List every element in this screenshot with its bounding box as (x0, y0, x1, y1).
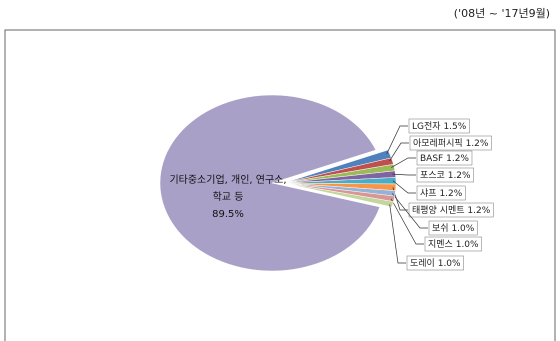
value-label: 1.0% (451, 224, 474, 234)
label-box (428, 220, 478, 236)
category-label: 도레이 (410, 258, 435, 269)
chart-frame (4, 29, 556, 341)
pie-slice (159, 94, 381, 272)
leader-line (391, 193, 428, 229)
slice-label: 포스코 1.2% (420, 170, 471, 181)
label-box (416, 167, 474, 183)
category-label: 기타중소기업, 개인, 연구소, 학교 등 (169, 175, 287, 203)
value-label: 1.0% (438, 259, 461, 269)
value-label: 1.2% (439, 189, 462, 199)
slice-label: 도레이 1.0% (410, 258, 461, 269)
leader-line (389, 204, 406, 264)
label-box (416, 150, 473, 166)
slice-label: 아모레퍼시픽 1.2% (413, 138, 489, 149)
leader-line (390, 198, 424, 245)
leader-line (386, 125, 408, 155)
value-label: 1.2% (466, 139, 489, 149)
leader-line (392, 180, 416, 194)
label-box (408, 118, 470, 134)
slice-label: 태평양 시멘트 1.2% (412, 205, 491, 216)
category-label: 지멘스 (428, 239, 453, 250)
label-box (408, 202, 494, 218)
slice-label: 보쉬 1.0% (432, 223, 475, 234)
value-label: 1.2% (448, 171, 471, 181)
category-label: 보쉬 (432, 223, 449, 234)
leader-line (392, 173, 416, 176)
label-box (406, 255, 464, 271)
category-label: LG전자 (412, 121, 441, 132)
leader-line (391, 157, 416, 168)
slice-label: BASF 1.2% (420, 154, 469, 164)
chart-subtitle: ('08년 ~ '17년9월) (454, 7, 550, 20)
category-label: 포스코 (420, 170, 445, 181)
label-box (424, 236, 482, 252)
label-box (409, 135, 492, 151)
value-label: 1.2% (467, 206, 490, 216)
slice-label: 지멘스 1.0% (428, 239, 479, 250)
slice-label: LG전자 1.5% (412, 121, 467, 132)
big-slice-label: 기타중소기업, 개인, 연구소, 학교 등 89.5% (168, 172, 288, 223)
value-label: 1.2% (446, 154, 469, 164)
leader-line (389, 142, 409, 162)
category-label: BASF (420, 154, 443, 164)
value-label: 89.5% (212, 209, 244, 220)
category-label: 샤프 (420, 188, 437, 199)
value-label: 1.5% (443, 122, 466, 132)
pie-slice (283, 182, 394, 208)
value-label: 1.0% (456, 240, 479, 250)
category-label: 아모레퍼시픽 (413, 138, 463, 149)
label-box (416, 185, 466, 201)
slice-label: 샤프 1.2% (420, 188, 463, 199)
category-label: 태평양 시멘트 (412, 205, 465, 216)
